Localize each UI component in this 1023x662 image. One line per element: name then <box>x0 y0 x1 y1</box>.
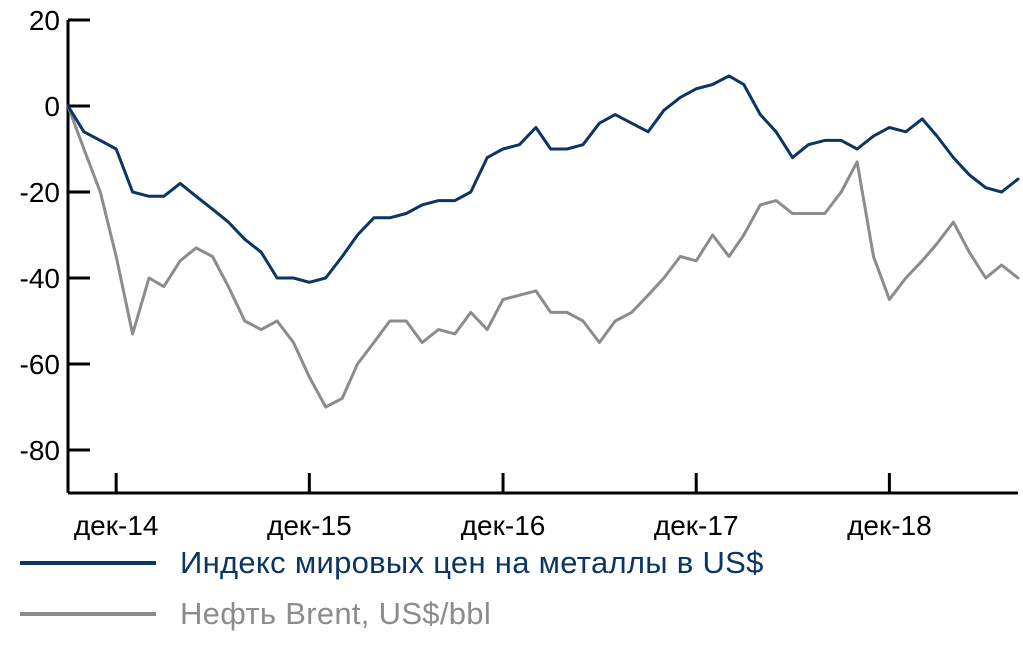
series-line-metals <box>66 74 1020 284</box>
x-tick-label: дек-18 <box>847 510 932 540</box>
x-tick-label: дек-14 <box>74 510 159 540</box>
line-chart: 20 0 -20 -40 -60 -80 дек-14 дек-15 дек-16 дек-17 д… <box>20 5 1020 540</box>
y-tick-label: -60 <box>20 349 60 380</box>
legend-item-metals: Индекс мировых цен на металлы в US$ <box>20 545 764 581</box>
y-tick-label: -80 <box>20 435 60 466</box>
legend-label-brent: Нефть Brent, US$/bbl <box>180 596 492 631</box>
x-tick-label: дек-15 <box>267 510 352 540</box>
series-layer <box>66 74 1020 409</box>
axes: 20 0 -20 -40 -60 -80 дек-14 дек-15 дек-16 дек-17 д… <box>20 5 1018 540</box>
y-tick-label: -20 <box>20 177 60 208</box>
legend-swatch-metals <box>20 561 156 565</box>
y-tick-label: -40 <box>20 263 60 294</box>
legend-item-brent: Нефть Brent, US$/bbl <box>20 596 491 632</box>
y-tick-label: 0 <box>44 91 60 122</box>
x-tick-label: дек-17 <box>654 510 739 540</box>
legend-label-metals: Индекс мировых цен на металлы в US$ <box>180 545 764 580</box>
x-tick-label: дек-16 <box>461 510 546 540</box>
y-tick-label: 20 <box>29 5 60 36</box>
series-line-brent <box>66 104 1020 409</box>
legend-swatch-brent <box>20 612 156 616</box>
